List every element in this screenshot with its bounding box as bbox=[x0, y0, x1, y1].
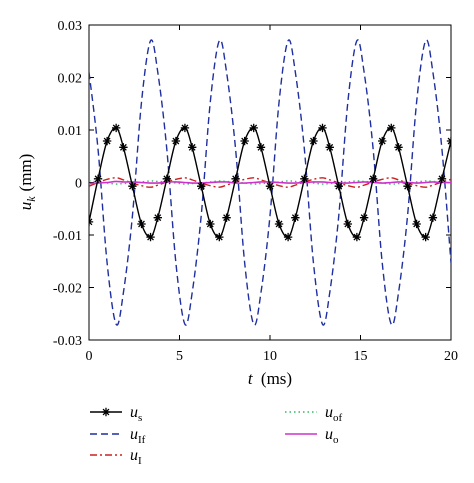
x-tick-label: 0 bbox=[86, 349, 93, 364]
legend-label: us bbox=[130, 404, 142, 424]
data-point-marker bbox=[300, 174, 309, 184]
legend-marker bbox=[101, 407, 111, 417]
data-point-marker bbox=[197, 181, 206, 191]
x-tick-label: 5 bbox=[176, 349, 183, 364]
data-point-marker bbox=[352, 232, 362, 242]
legend-label: uI bbox=[130, 447, 142, 467]
legend-entry: uIf bbox=[90, 426, 146, 446]
data-point-marker bbox=[153, 213, 162, 222]
y-tick-label: -0.02 bbox=[53, 282, 82, 297]
y-tick-label: 0.01 bbox=[58, 124, 83, 139]
x-tick-label: 15 bbox=[354, 349, 368, 364]
x-tick-label: 10 bbox=[263, 349, 277, 364]
data-point-marker bbox=[283, 232, 293, 242]
data-point-marker bbox=[206, 219, 215, 229]
series-layer bbox=[89, 39, 451, 326]
data-point-marker bbox=[378, 136, 387, 146]
legend-entry: us bbox=[90, 404, 142, 424]
data-point-marker bbox=[256, 143, 266, 152]
data-point-marker bbox=[231, 174, 240, 184]
data-point-marker bbox=[291, 213, 300, 222]
x-axis-ticks: 0 5 10 15 20 bbox=[86, 25, 458, 364]
y-tick-label: -0.01 bbox=[53, 229, 82, 244]
data-point-marker bbox=[446, 136, 451, 146]
data-point-marker bbox=[249, 123, 258, 133]
y-tick-label: 0.03 bbox=[58, 19, 83, 34]
data-point-marker bbox=[403, 181, 412, 191]
data-point-marker bbox=[274, 219, 284, 229]
legend-label: uof bbox=[325, 404, 343, 424]
data-point-marker bbox=[102, 136, 112, 146]
data-point-marker bbox=[222, 213, 231, 222]
series-line-if bbox=[89, 39, 451, 326]
data-point-marker bbox=[93, 174, 103, 184]
y-tick-label: 0 bbox=[75, 177, 82, 192]
data-point-marker bbox=[343, 219, 353, 229]
data-point-marker bbox=[119, 143, 128, 152]
data-point-marker bbox=[387, 123, 396, 133]
data-point-marker bbox=[318, 123, 327, 133]
data-point-marker bbox=[162, 174, 172, 184]
data-point-marker bbox=[187, 143, 197, 152]
legend-entry: uI bbox=[90, 447, 142, 467]
data-point-marker bbox=[325, 143, 334, 152]
y-tick-label: -0.03 bbox=[53, 334, 82, 349]
data-point-marker bbox=[180, 123, 190, 133]
data-point-marker bbox=[137, 219, 146, 229]
x-tick-label: 20 bbox=[444, 349, 458, 364]
data-point-marker bbox=[111, 123, 121, 133]
legend-label: uIf bbox=[130, 426, 146, 446]
legend-label: uo bbox=[325, 426, 339, 446]
data-point-marker bbox=[334, 181, 343, 191]
data-point-marker bbox=[412, 219, 421, 229]
data-point-marker bbox=[421, 232, 430, 242]
data-point-marker bbox=[128, 181, 137, 191]
data-point-marker bbox=[89, 217, 94, 227]
data-point-marker bbox=[428, 213, 438, 222]
data-point-marker bbox=[171, 136, 181, 146]
x-axis-label: t (ms) bbox=[248, 369, 292, 388]
y-axis-label: uk(mm) bbox=[16, 154, 38, 211]
data-point-marker bbox=[240, 136, 249, 146]
data-point-marker bbox=[265, 181, 275, 191]
legend-entry: uof bbox=[285, 404, 343, 424]
y-tick-label: 0.02 bbox=[58, 72, 83, 87]
series-line-i bbox=[89, 177, 451, 188]
legend-entry: uo bbox=[285, 426, 339, 446]
data-point-marker bbox=[368, 174, 378, 184]
data-point-marker bbox=[215, 232, 224, 242]
data-point-marker bbox=[394, 143, 403, 152]
y-axis-ticks: 0.03 0.02 0.01 0 -0.01 -0.02 -0.03 bbox=[53, 19, 451, 349]
data-point-marker bbox=[309, 136, 318, 146]
data-point-marker bbox=[359, 213, 369, 222]
data-point-marker bbox=[437, 174, 447, 184]
data-point-marker bbox=[146, 232, 155, 242]
